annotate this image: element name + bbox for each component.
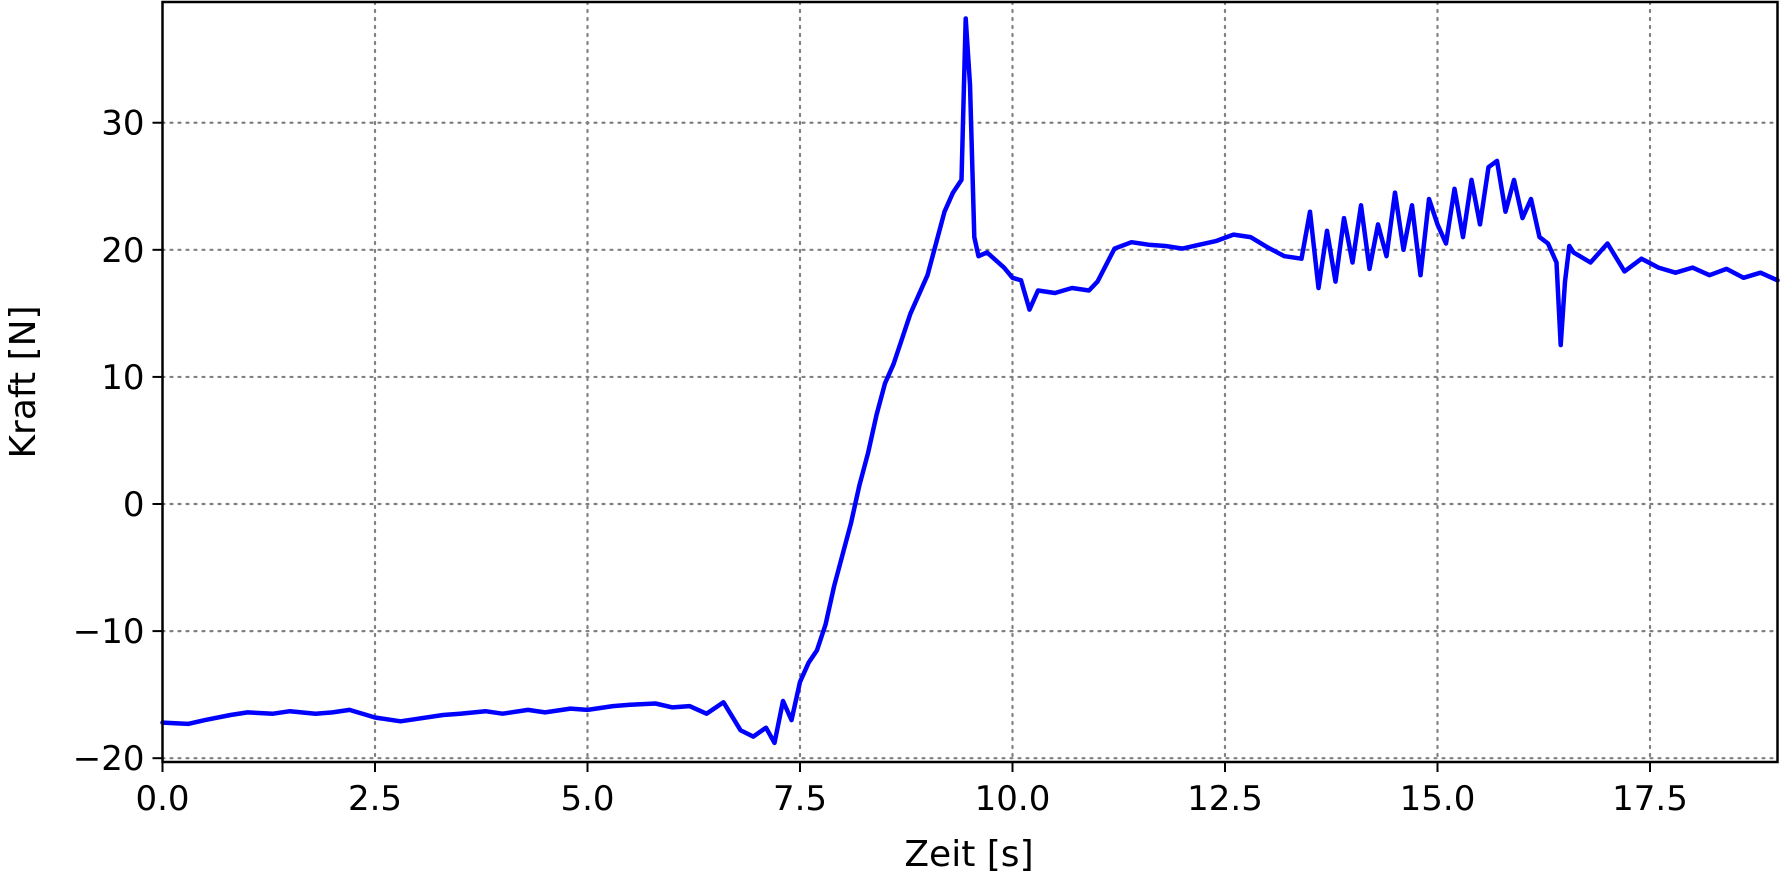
grid [161,0,1779,764]
x-tick-label: 15.0 [1400,779,1476,819]
x-tick-label: 12.5 [1187,779,1263,819]
x-tick-label: 5.0 [560,779,614,819]
y-tick-label: 0 [123,485,145,525]
y-tick-label: 30 [101,104,144,144]
x-tick-label: 7.5 [773,779,827,819]
series-group [160,16,1780,746]
plot-frame [161,0,1779,764]
y-tick-label: −10 [73,612,145,652]
y-tick-label: −20 [73,739,145,779]
x-tick-label: 17.5 [1612,779,1688,819]
x-tick-label: 0.0 [135,779,189,819]
y-axis-label: Kraft [N] [3,305,44,458]
axis-ticks: 0.0 2.5 5.0 7.5 10.0 12.5 15.0 17.5 −20 −10 0 10 20 3… [73,104,1688,819]
y-tick-label: 10 [101,358,144,398]
x-axis-label: Zeit [s] [904,834,1033,875]
x-tick-label: 10.0 [975,779,1051,819]
x-tick-label: 2.5 [348,779,402,819]
y-tick-label: 20 [101,231,144,271]
force-series-line [160,16,1780,746]
